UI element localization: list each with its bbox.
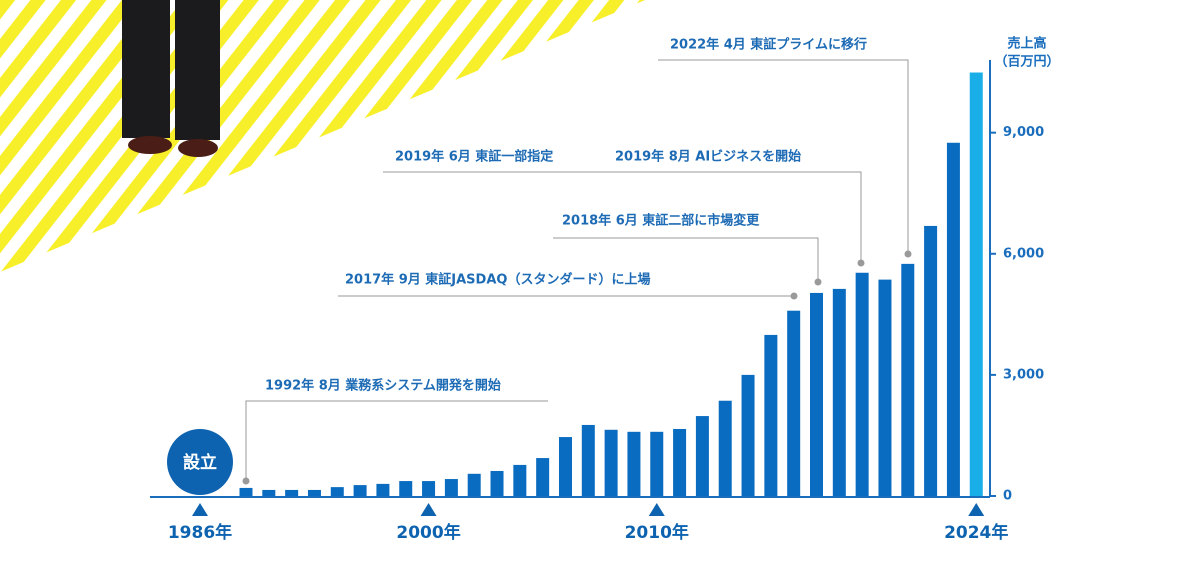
start-marker: 設立: [183, 452, 217, 473]
y-tick-label: 0: [1003, 489, 1012, 504]
bar: [604, 429, 618, 496]
x-tick-label: 2000年: [396, 522, 460, 543]
bar: [832, 288, 846, 496]
annotation: 2019年 6月 東証一部指定: [395, 149, 553, 165]
bar: [627, 431, 641, 496]
bar: [741, 374, 755, 496]
y-axis-title: （百万円）: [994, 54, 1059, 70]
bar: [855, 272, 869, 496]
bar: [422, 481, 436, 496]
bar: [467, 473, 481, 496]
person-legs: [122, 0, 220, 157]
bar: [376, 483, 390, 496]
tick-triangle: [420, 503, 437, 516]
bar: [901, 263, 915, 496]
leader-line: [658, 59, 909, 254]
start-circle: [167, 429, 233, 495]
leader-dot: [904, 250, 912, 258]
bar: [878, 279, 892, 496]
leader-line: [245, 400, 548, 481]
y-tick-label: 9,000: [1003, 125, 1044, 140]
y-axis-title: 売上高: [1007, 36, 1046, 52]
bar: [787, 310, 801, 496]
bar: [353, 485, 367, 496]
bar: [810, 292, 823, 496]
leader-line: [553, 237, 819, 282]
annotation: 2022年 4月 東証プライムに移行: [670, 37, 867, 53]
bar: [490, 470, 504, 496]
bar: [695, 416, 709, 496]
annotation: 2018年 6月 東証二部に市場変更: [562, 213, 760, 229]
leader-dot: [242, 477, 250, 485]
bar: [239, 487, 253, 496]
bar: [285, 489, 299, 496]
leader-dot: [790, 292, 798, 300]
bar: [764, 334, 778, 496]
bar: [513, 464, 527, 496]
bar: [399, 481, 413, 496]
leader-line: [383, 171, 862, 263]
bar: [558, 437, 572, 496]
bar: [718, 400, 732, 496]
stripes: [0, 0, 645, 272]
bar: [924, 225, 938, 496]
y-tick-label: 3,000: [1003, 367, 1044, 382]
tick-triangle: [192, 503, 208, 516]
bar: [307, 489, 321, 496]
tick-triangle: [648, 503, 665, 516]
bar: [673, 428, 687, 496]
bar: [969, 72, 983, 496]
annotation: 1992年 8月 業務系システム開発を開始: [265, 378, 501, 394]
bar: [581, 424, 595, 496]
leader-dot: [857, 259, 865, 267]
bar: [330, 487, 344, 496]
leader-dot: [814, 278, 822, 286]
bar: [262, 489, 276, 496]
annotation: 2019年 8月 AIビジネスを開始: [615, 149, 801, 165]
tick-triangle: [968, 503, 985, 516]
y-tick-label: 6,000: [1003, 246, 1044, 261]
x-tick-label: 2024年: [944, 522, 1008, 543]
bar: [650, 431, 664, 496]
x-tick-label: 2010年: [625, 522, 689, 543]
start-label: 1986年: [168, 522, 232, 543]
bar: [946, 142, 960, 496]
annotation: 2017年 9月 東証JASDAQ（スタンダード）に上場: [345, 272, 650, 288]
bar: [536, 458, 550, 496]
bar: [444, 479, 458, 496]
